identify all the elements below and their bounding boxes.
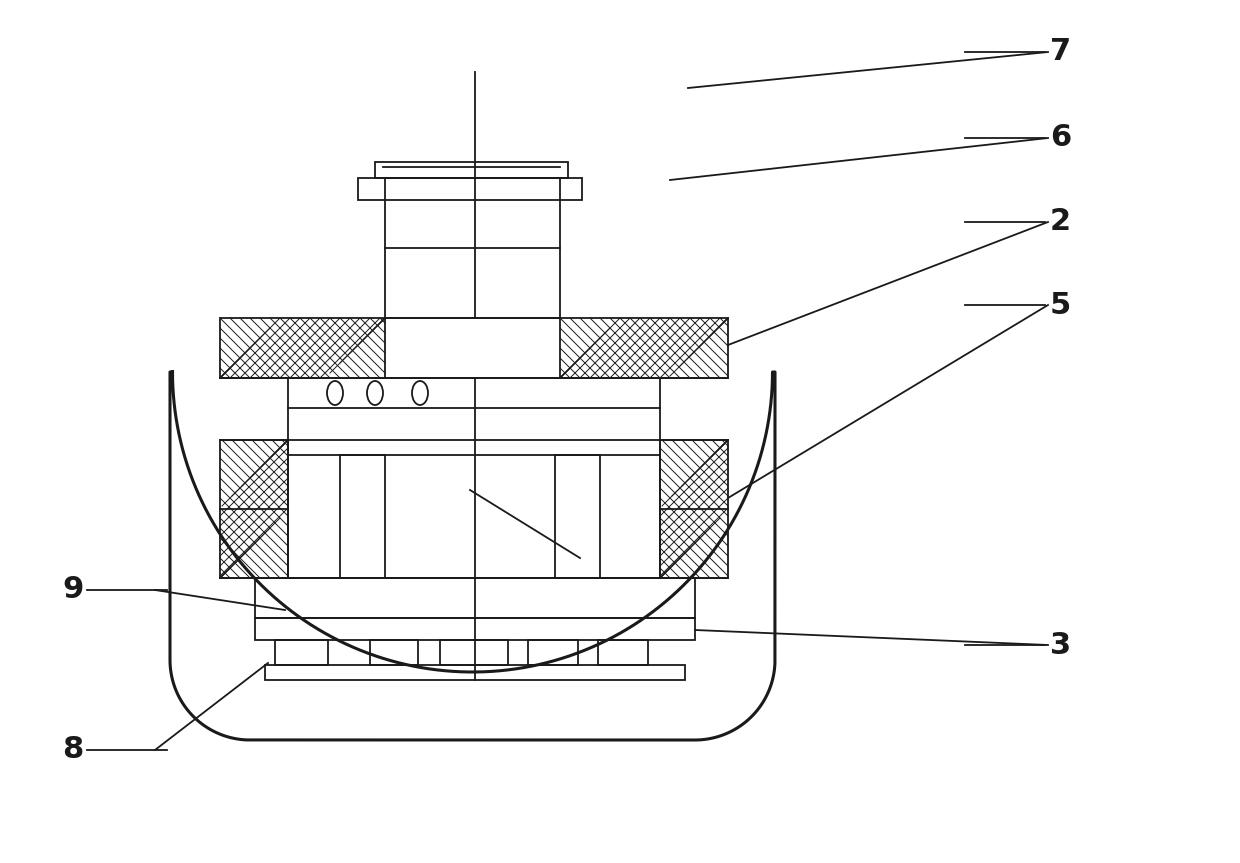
Bar: [340, 455, 384, 578]
Bar: [660, 440, 728, 578]
Text: 6: 6: [1050, 123, 1071, 153]
Bar: [288, 378, 660, 578]
Text: 7: 7: [1050, 37, 1071, 66]
Bar: [219, 318, 728, 378]
Text: 5: 5: [1050, 291, 1071, 319]
Bar: [528, 640, 578, 665]
Bar: [255, 618, 694, 640]
Text: 9: 9: [62, 576, 83, 604]
Bar: [265, 665, 684, 680]
Bar: [275, 640, 329, 665]
Bar: [219, 440, 288, 578]
Bar: [556, 455, 600, 578]
Bar: [440, 640, 508, 665]
Bar: [374, 162, 568, 178]
Text: 2: 2: [1050, 207, 1071, 236]
Bar: [384, 178, 560, 318]
Bar: [598, 640, 649, 665]
Text: 8: 8: [62, 735, 83, 765]
Text: 3: 3: [1050, 631, 1071, 659]
Bar: [370, 640, 418, 665]
Bar: [255, 578, 694, 618]
Bar: [358, 178, 582, 200]
